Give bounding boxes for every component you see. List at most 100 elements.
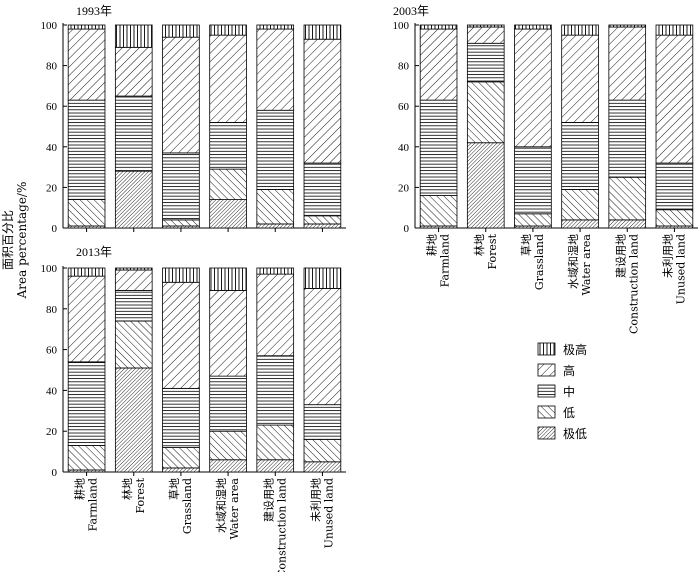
- bar-segment-0-1: [419, 195, 458, 227]
- category-label-zh: 建设用地: [261, 478, 275, 522]
- category-label: 水域和湿地 Water area: [567, 234, 593, 296]
- bar-segment-5-1: [303, 438, 342, 463]
- legend-swatch: [537, 426, 556, 440]
- bar-segment-2-3: [514, 28, 552, 148]
- y-axis-title-en: Area percentage/%: [15, 182, 29, 300]
- panel-1993: 1993年 0 20 40 60 80 100: [41, 4, 346, 235]
- bar-segment-5-4: [303, 24, 342, 40]
- legend-swatch: [537, 384, 556, 398]
- bar-segment-4-3: [256, 273, 295, 357]
- bar-segment-2-4: [162, 24, 200, 38]
- category-label-zh: 未利用地: [661, 234, 674, 278]
- bar-segment-2-3: [162, 36, 200, 154]
- bar-segment-4-2: [256, 109, 295, 190]
- category-label-en: Water area: [228, 478, 241, 540]
- y-tick-label: 100: [393, 20, 410, 32]
- y-tick-label: 60: [398, 101, 410, 113]
- legend-swatch: [537, 363, 556, 377]
- category-label-en: Grassland: [181, 478, 194, 534]
- bar-segment-3-0: [209, 459, 247, 473]
- bar-segment-0-3: [67, 28, 106, 101]
- y-tick-label: 40: [398, 142, 410, 154]
- bar-segment-0-1: [67, 199, 106, 227]
- bar-segment-2-1: [514, 213, 552, 227]
- y-tick-label: 40: [46, 142, 58, 154]
- y-tick-label: 0: [52, 223, 58, 235]
- plot-area-1993: 0 20 40 60 80 100: [41, 20, 346, 235]
- category-label: 耕地 Farmland: [73, 478, 100, 531]
- category-label: 林地 Forest: [472, 233, 499, 269]
- bar-segment-4-0: [608, 219, 647, 229]
- bar-segment-3-3: [561, 34, 599, 123]
- bar-segment-4-1: [256, 189, 295, 225]
- bar-segment-2-1: [162, 219, 200, 227]
- bar-segment-2-4: [162, 267, 200, 283]
- category-label: 林地 Forest: [120, 477, 147, 513]
- bar-segment-4-2: [608, 99, 647, 178]
- panel-title-1993: 1993年: [76, 4, 112, 18]
- bar-segment-4-4: [608, 24, 647, 28]
- panel-2003: 2003年 0 20 40 60 80 100 耕地 Farmland 林地 Forest 草地 Gr…: [393, 4, 698, 334]
- bar-segment-3-1: [561, 189, 599, 221]
- category-label-zh: 林地: [120, 478, 134, 500]
- bar-segment-3-2: [209, 375, 247, 432]
- bar-segment-4-3: [256, 28, 295, 111]
- bar-segment-1-0: [466, 142, 505, 229]
- category-label: 建设用地 Construction land: [613, 234, 640, 334]
- bar-segment-1-0: [114, 367, 153, 473]
- bar-segment-4-4: [256, 267, 295, 275]
- bar-segment-1-2: [114, 95, 153, 172]
- bar-segment-1-1: [466, 81, 505, 144]
- category-label-zh: 耕地: [425, 234, 439, 256]
- bar-segment-3-1: [209, 430, 247, 461]
- bar-segment-2-2: [514, 146, 552, 215]
- category-label-en: Grassland: [533, 234, 546, 290]
- legend-label: 高: [563, 363, 575, 378]
- bar-segment-3-2: [561, 122, 599, 190]
- legend-label: 极高: [563, 342, 587, 357]
- bar-segment-0-2: [419, 99, 458, 196]
- bar-segment-5-2: [303, 404, 342, 440]
- category-label-en: Unused land: [322, 478, 335, 548]
- panel-title-2013: 2013年: [76, 245, 112, 259]
- bar-segment-4-3: [608, 26, 647, 101]
- bar-segment-0-1: [67, 445, 106, 471]
- bar-segment-2-4: [514, 24, 552, 30]
- category-label-zh: 林地: [472, 234, 486, 256]
- bar-segment-1-2: [466, 42, 505, 83]
- category-label-en: Construction land: [627, 234, 640, 334]
- y-tick-label: 20: [398, 182, 410, 194]
- bar-segment-3-2: [209, 122, 247, 170]
- category-label-zh: 建设用地: [613, 234, 627, 278]
- category-label-zh: 草地: [168, 478, 181, 500]
- legend-label: 极低: [563, 427, 587, 441]
- bar-segment-4-1: [608, 176, 647, 221]
- bar-segment-5-3: [655, 34, 694, 164]
- y-tick-label: 0: [52, 467, 58, 479]
- bar-segment-4-2: [256, 355, 295, 426]
- category-label-en: Unused land: [674, 234, 687, 304]
- category-label-en: Farmland: [439, 234, 452, 287]
- category-label: 水域和湿地 Water area: [215, 478, 241, 540]
- bar-segment-2-2: [162, 387, 200, 448]
- category-label-zh: 水域和湿地: [567, 234, 580, 289]
- bar-segment-5-0: [303, 223, 342, 229]
- y-tick-label: 80: [46, 61, 58, 73]
- category-label: 未利用地 Unused land: [309, 478, 335, 548]
- bar-segment-1-1: [114, 320, 153, 369]
- bar-segment-3-0: [561, 219, 599, 229]
- bar-segment-5-2: [655, 162, 694, 211]
- category-label-en: Construction land: [275, 478, 288, 572]
- bar-segment-5-0: [303, 461, 342, 473]
- y-tick-label: 80: [398, 61, 410, 73]
- y-axis-title-zh: 面积百分比: [1, 210, 15, 270]
- category-label: 草地 Grassland: [520, 234, 546, 290]
- bar-segment-3-0: [209, 199, 247, 229]
- y-tick-label: 60: [46, 101, 58, 113]
- category-label-zh: 草地: [520, 234, 533, 256]
- bar-segment-0-4: [419, 24, 458, 30]
- bar-segment-2-1: [162, 447, 200, 469]
- bar-segment-0-3: [67, 275, 106, 363]
- y-tick-label: 100: [41, 20, 58, 32]
